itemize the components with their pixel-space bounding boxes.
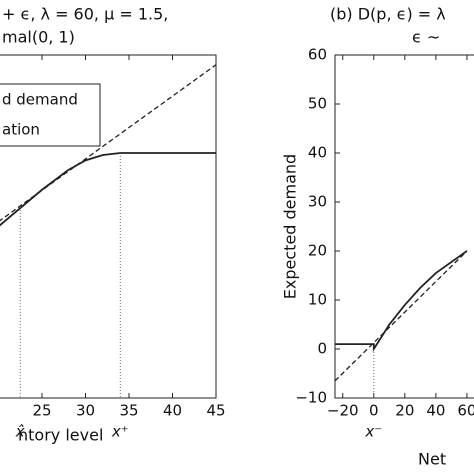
y-tick-label: 30 [308, 193, 327, 211]
marker-label: x⁻ [364, 423, 382, 441]
y-tick-label: 10 [308, 291, 327, 309]
y-tick-label: 60 [308, 46, 327, 64]
chart-title: ϵ ~ [412, 28, 440, 47]
x-tick-label: 40 [426, 402, 445, 420]
x-tick-label: 25 [32, 402, 51, 420]
series-line [335, 250, 468, 353]
plot-frame [334, 54, 474, 399]
y-tick-label: 50 [308, 95, 327, 113]
chart-title: (b) D(p, ϵ) = λ [330, 5, 446, 24]
x-tick-label: 0 [369, 402, 379, 420]
legend-label: ation [2, 121, 40, 139]
x-tick-label: 45 [206, 402, 225, 420]
legend-label: d demand [2, 91, 78, 109]
x-tick-label: 20 [395, 402, 414, 420]
panel: + ϵ, λ = 60, μ = 1.5, mal(0, 1) 25 30 35 40 45… [0, 5, 226, 445]
plot-frame [0, 54, 217, 399]
x-tick-label: −20 [327, 402, 359, 420]
y-tick-label: 0 [317, 340, 327, 358]
x-tick-label: 40 [163, 402, 182, 420]
legend-box [0, 83, 101, 147]
chart-title: mal(0, 1) [2, 28, 75, 47]
x-tick-label: 35 [119, 402, 138, 420]
marker-label: x⁺ [111, 423, 129, 441]
series-line [0, 152, 216, 227]
y-tick-label: −10 [295, 389, 327, 407]
chart-title: + ϵ, λ = 60, μ = 1.5, [2, 5, 168, 24]
marker-label: x̂ [15, 423, 25, 441]
y-tick-label: 20 [308, 242, 327, 260]
series-line [334, 250, 468, 382]
series-line [0, 64, 217, 222]
panel: (b) D(p, ϵ) = λ ϵ ~ −20 0 20 40 60 −10 0 10 20 30 40… [281, 5, 474, 469]
x-axis-label: Net [418, 450, 446, 469]
x-axis-label: ntory level [18, 426, 103, 445]
x-tick-label: 30 [76, 402, 95, 420]
y-axis-label: Expected demand [281, 154, 300, 299]
x-tick-label: 60 [457, 402, 474, 420]
y-tick-label: 40 [308, 144, 327, 162]
